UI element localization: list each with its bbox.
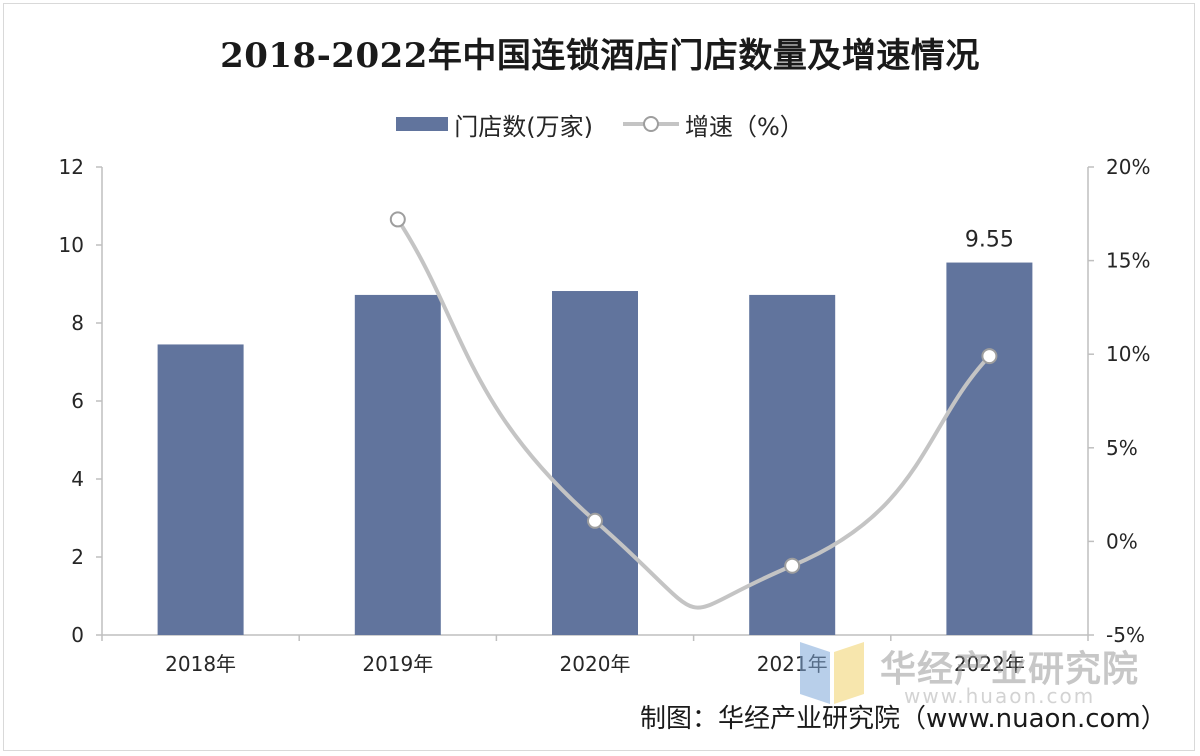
legend-item-line: 增速（%） xyxy=(622,107,804,142)
y-right-tick-label: 10% xyxy=(1106,342,1150,366)
y-left-tick-label: 0 xyxy=(71,623,84,647)
y-left-tick-label: 2 xyxy=(71,545,84,569)
y-left-tick-label: 8 xyxy=(71,311,84,335)
legend-bar-label: 门店数(万家) xyxy=(454,112,593,141)
x-tick-label: 2019年 xyxy=(362,652,433,676)
y-left-tick-label: 12 xyxy=(59,155,84,179)
y-right-tick-label: 15% xyxy=(1106,249,1150,273)
x-tick-label: 2018年 xyxy=(165,652,236,676)
chart-frame xyxy=(3,3,1195,751)
legend-line-label: 增速（%） xyxy=(684,112,804,141)
watermark-logo-icon xyxy=(800,642,864,704)
growth-point xyxy=(784,557,801,574)
y-left-tick-label: 4 xyxy=(71,467,84,491)
watermark-url: www.huaon.com xyxy=(904,684,1096,708)
growth-line xyxy=(396,218,991,610)
legend: 门店数(万家) 增速（%） xyxy=(0,106,1200,142)
y-right-tick-label: 0% xyxy=(1106,529,1138,553)
growth-point xyxy=(981,348,998,365)
bar xyxy=(157,344,244,635)
y-left-tick-label: 10 xyxy=(59,233,84,257)
legend-bar-swatch xyxy=(396,117,449,131)
y-right-tick-label: 5% xyxy=(1106,436,1138,460)
watermark: 华经产业研究院 www.huaon.com xyxy=(800,640,1170,710)
y-right-tick-label: -5% xyxy=(1106,623,1145,647)
legend-line-swatch xyxy=(622,116,679,132)
bar xyxy=(354,294,441,635)
growth-point xyxy=(587,512,603,529)
legend-item-bar: 门店数(万家) xyxy=(396,107,593,142)
data-label: 9.55 xyxy=(965,228,1014,253)
chart-title: 2018-2022年中国连锁酒店门店数量及增速情况 xyxy=(220,36,980,76)
source-note: 制图：华经产业研究院（www.nuaon.com） xyxy=(640,704,1167,734)
y-right-tick-label: 20% xyxy=(1106,155,1150,179)
growth-point xyxy=(389,211,406,228)
x-tick-label: 2022年 xyxy=(954,652,1025,676)
bar xyxy=(946,262,1033,635)
watermark-name: 华经产业研究院 xyxy=(880,649,1140,690)
x-tick-label: 2020年 xyxy=(560,652,631,676)
y-left-tick-label: 6 xyxy=(71,389,84,413)
bar xyxy=(552,291,638,635)
bar xyxy=(749,294,836,635)
